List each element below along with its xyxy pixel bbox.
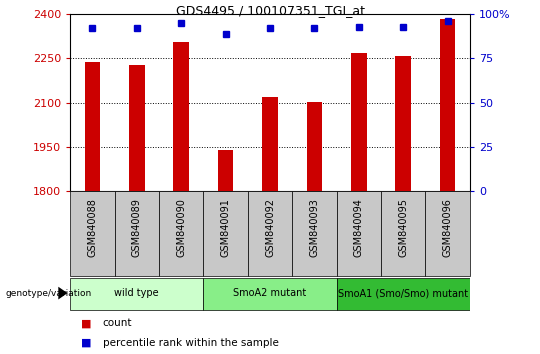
Bar [307,102,322,191]
Bar [395,56,411,191]
Text: GSM840096: GSM840096 [443,198,453,257]
Text: ■: ■ [81,318,91,328]
Text: wild type: wild type [114,288,159,298]
Bar [381,191,426,276]
Bar [292,191,336,276]
Bar [70,191,114,276]
Text: GSM840092: GSM840092 [265,198,275,257]
Bar [440,18,455,191]
Bar [159,191,204,276]
Bar [426,191,470,276]
Text: percentile rank within the sample: percentile rank within the sample [103,338,279,348]
Bar [114,191,159,276]
Bar [262,97,278,191]
Text: GSM840095: GSM840095 [398,198,408,257]
Bar [204,278,336,310]
Bar [204,191,248,276]
Text: SmoA1 (Smo/Smo) mutant: SmoA1 (Smo/Smo) mutant [338,288,468,298]
Text: GSM840090: GSM840090 [176,198,186,257]
Text: genotype/variation: genotype/variation [5,289,92,298]
Bar [218,150,233,191]
Bar [351,53,367,191]
Bar [248,191,292,276]
Text: ■: ■ [81,338,91,348]
Text: GSM840089: GSM840089 [132,198,142,257]
Bar [173,42,189,191]
Bar [129,65,145,191]
Bar [336,278,470,310]
Text: count: count [103,318,132,328]
Text: GSM840091: GSM840091 [221,198,231,257]
Text: GDS4495 / 100107351_TGI_at: GDS4495 / 100107351_TGI_at [176,4,364,17]
Text: GSM840094: GSM840094 [354,198,364,257]
Bar [336,191,381,276]
Text: GSM840088: GSM840088 [87,198,97,257]
Bar [70,278,204,310]
Text: GSM840093: GSM840093 [309,198,319,257]
Text: SmoA2 mutant: SmoA2 mutant [233,288,307,298]
Bar [85,62,100,191]
